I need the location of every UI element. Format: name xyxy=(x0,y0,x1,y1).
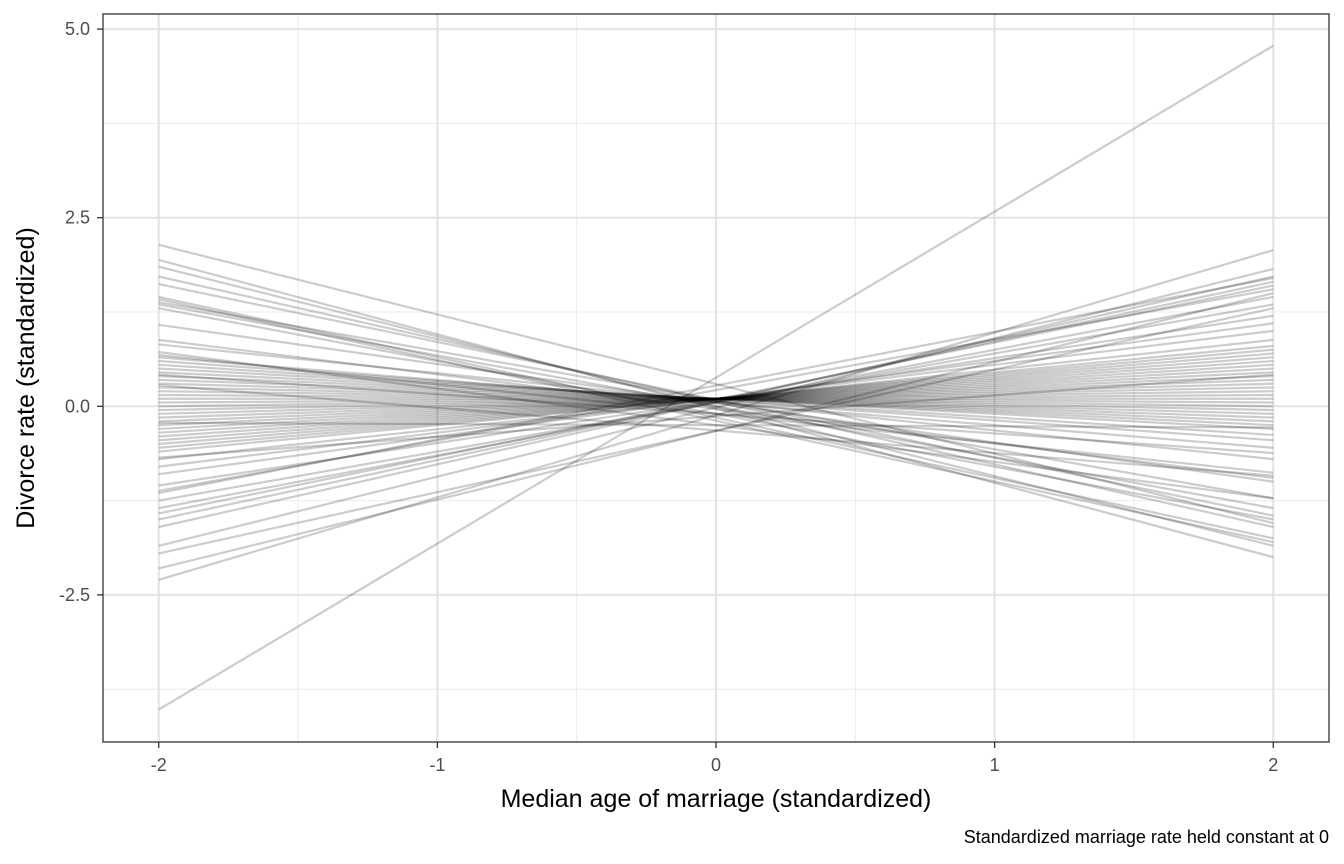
series-line-39 xyxy=(158,352,1274,446)
series-line-56 xyxy=(158,249,1274,581)
series-line-26 xyxy=(158,393,1274,404)
series-line-20 xyxy=(158,371,1274,427)
chart-caption: Standardized marriage rate held constant… xyxy=(964,827,1329,847)
series-line-30 xyxy=(158,386,1274,412)
series-line-51 xyxy=(158,280,1274,521)
series-line-54 xyxy=(158,307,1274,555)
x-tick-label: 2 xyxy=(1268,755,1278,775)
series-line-3 xyxy=(158,258,1274,559)
series-line-13 xyxy=(158,338,1274,480)
y-tick-label: -2.5 xyxy=(59,585,90,605)
series-line-25 xyxy=(158,390,1274,408)
series-line-43 xyxy=(158,329,1274,468)
series-line-46 xyxy=(158,288,1274,492)
series-line-12 xyxy=(158,323,1274,483)
x-tick-label: -2 xyxy=(151,755,167,775)
series-line-22 xyxy=(158,378,1274,419)
series-line-58 xyxy=(158,373,1274,455)
series-line-10 xyxy=(158,303,1274,510)
series-line-11 xyxy=(158,307,1274,521)
series-line-50 xyxy=(158,284,1274,515)
y-tick-label: 5.0 xyxy=(65,19,90,39)
series-line-59 xyxy=(158,421,1274,429)
series-line-45 xyxy=(158,314,1274,487)
y-tick-label: 0.0 xyxy=(65,396,90,416)
series-line-8 xyxy=(158,298,1274,544)
series-line-15 xyxy=(158,353,1274,474)
series-line-23 xyxy=(158,382,1274,415)
series-line-14 xyxy=(158,343,1274,461)
series-line-35 xyxy=(158,367,1274,431)
major-gridlines xyxy=(103,14,1329,742)
series-line-38 xyxy=(158,356,1274,442)
series-line-28 xyxy=(158,393,1274,404)
series-line-47 xyxy=(158,276,1274,495)
series-line-24 xyxy=(158,386,1274,412)
y-axis: -2.5 0.0 2.5 5.0 xyxy=(59,19,103,605)
series-lines xyxy=(158,44,1274,711)
series-line-2 xyxy=(158,243,1274,525)
series-line-31 xyxy=(158,382,1274,415)
series-line-60 xyxy=(158,350,1274,500)
series-line-32 xyxy=(158,378,1274,419)
y-axis-title: Divorce rate (standardized) xyxy=(12,227,40,529)
series-line-52 xyxy=(158,275,1274,529)
series-line-40 xyxy=(158,348,1274,449)
series-line-33 xyxy=(158,375,1274,423)
x-axis: -2 -1 0 1 2 xyxy=(151,742,1278,775)
series-line-49 xyxy=(158,295,1274,510)
series-line-7 xyxy=(158,295,1274,540)
series-line-57 xyxy=(158,384,1274,477)
series-line-44 xyxy=(158,322,1274,476)
series-line-48 xyxy=(158,303,1274,502)
y-tick-label: 2.5 xyxy=(65,208,90,228)
series-line-5 xyxy=(158,275,1274,529)
x-tick-label: 0 xyxy=(711,755,721,775)
series-line-1 xyxy=(158,44,1274,711)
x-tick-label: -1 xyxy=(429,755,445,775)
series-line-42 xyxy=(158,338,1274,461)
series-line-21 xyxy=(158,375,1274,423)
series-line-6 xyxy=(158,282,1274,517)
series-line-19 xyxy=(158,367,1274,431)
series-line-4 xyxy=(158,265,1274,547)
series-line-61 xyxy=(158,373,1274,459)
series-line-41 xyxy=(158,344,1274,453)
series-line-53 xyxy=(158,267,1274,547)
series-line-9 xyxy=(158,301,1274,500)
series-line-34 xyxy=(158,371,1274,427)
series-line-18 xyxy=(158,363,1274,437)
series-line-29 xyxy=(158,390,1274,408)
series-line-16 xyxy=(158,356,1274,449)
series-line-37 xyxy=(158,359,1274,438)
series-line-17 xyxy=(158,359,1274,442)
x-tick-label: 1 xyxy=(990,755,1000,775)
series-line-55 xyxy=(158,292,1274,570)
series-line-36 xyxy=(158,363,1274,434)
x-axis-title: Median age of marriage (standardized) xyxy=(501,785,932,813)
